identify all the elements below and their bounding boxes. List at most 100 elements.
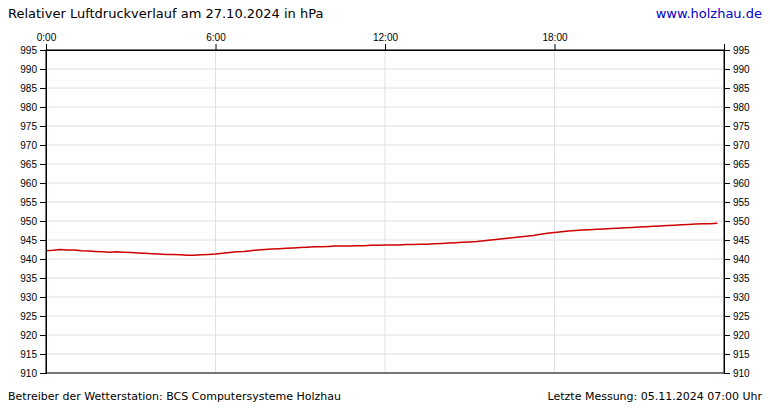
- tick-mark: [724, 145, 730, 146]
- tick-label: 950: [733, 216, 750, 227]
- tick: 955: [20, 197, 46, 208]
- tick-label: 950: [20, 216, 37, 227]
- tick: 955: [724, 197, 750, 208]
- tick: 925: [724, 311, 750, 322]
- tick-mark: [40, 50, 46, 51]
- tick-label: 940: [20, 254, 37, 265]
- footer-right: Letzte Messung: 05.11.2024 07:00 Uhr: [548, 390, 763, 403]
- y-axis: 9109159209259309359409459509559609659709…: [20, 45, 46, 379]
- tick-mark: [40, 107, 46, 108]
- tick-label: 990: [733, 64, 750, 75]
- tick-mark: [724, 316, 730, 317]
- tick-mark: [724, 278, 730, 279]
- tick-mark: [724, 354, 730, 355]
- tick: 915: [724, 349, 750, 360]
- tick-mark: [724, 164, 730, 165]
- tick-mark: [724, 126, 730, 127]
- tick: 930: [724, 292, 750, 303]
- tick-label: 970: [20, 140, 37, 151]
- tick-label: 970: [733, 140, 750, 151]
- tick-mark: [724, 50, 730, 51]
- grid-line-x: [554, 50, 555, 373]
- tick-mark: [40, 335, 46, 336]
- tick-mark: [724, 202, 730, 203]
- grid-line-y: [46, 259, 724, 260]
- tick-mark: [40, 69, 46, 70]
- tick-label: 920: [20, 330, 37, 341]
- tick-mark: [724, 69, 730, 70]
- tick: 935: [724, 273, 750, 284]
- tick-label: 910: [20, 368, 37, 379]
- tick: 920: [724, 330, 750, 341]
- url: www.holzhau.de: [656, 6, 762, 21]
- tick-label: 945: [733, 235, 750, 246]
- tick-label: 0:00: [37, 32, 57, 43]
- tick-label: 915: [20, 349, 37, 360]
- tick: 950: [724, 216, 750, 227]
- grid-line-x: [215, 50, 216, 373]
- grid-line-y: [46, 164, 724, 165]
- tick-mark: [40, 278, 46, 279]
- tick-label: 980: [733, 102, 750, 113]
- tick-label: 985: [20, 83, 37, 94]
- grid-line-y: [46, 335, 724, 336]
- grid-line-y: [46, 69, 724, 70]
- tick-mark: [40, 164, 46, 165]
- grid-line-y: [46, 126, 724, 127]
- tick-mark: [724, 240, 730, 241]
- tick-label: 6:00: [206, 32, 226, 43]
- tick-label: 990: [20, 64, 37, 75]
- tick-mark: [40, 316, 46, 317]
- tick: 910: [724, 368, 750, 379]
- tick: 965: [724, 159, 750, 170]
- grid-line-y: [46, 88, 724, 89]
- tick-label: 18:00: [542, 32, 567, 43]
- tick: 990: [20, 64, 46, 75]
- axis-line: [47, 44, 725, 51]
- tick: 940: [724, 254, 750, 265]
- tick-mark: [40, 183, 46, 184]
- x-axis: 0:00 6:00 12:00 18:00: [37, 32, 725, 51]
- tick: 990: [724, 64, 750, 75]
- tick-label: 935: [20, 273, 37, 284]
- tick-label: 920: [733, 330, 750, 341]
- y2-axis: 910 915 920 925 930 935 940 945 950 955 960 965 970 9…: [724, 45, 750, 379]
- tick: 960: [724, 178, 750, 189]
- tick-label: 940: [733, 254, 750, 265]
- tick-label: 930: [20, 292, 37, 303]
- grid-line-y: [46, 316, 724, 317]
- tick-mark: [724, 373, 730, 374]
- tick: 985: [724, 83, 750, 94]
- footer-left: Betreiber der Wetterstation: BCS Compute…: [8, 390, 341, 403]
- tick: 995: [20, 45, 46, 56]
- tick-mark: [724, 183, 730, 184]
- tick: 960: [20, 178, 46, 189]
- tick-label: 995: [20, 45, 37, 56]
- tick: 975: [724, 121, 750, 132]
- grid-line-y: [46, 221, 724, 222]
- tick: 945: [20, 235, 46, 246]
- tick-mark: [724, 297, 730, 298]
- chart: 0:006:0012:0018:009109159209259309359409…: [0, 0, 770, 409]
- tick-label: 955: [733, 197, 750, 208]
- tick: 975: [20, 121, 46, 132]
- tick-label: 960: [733, 178, 750, 189]
- tick-mark: [724, 107, 730, 108]
- tick: 0:00: [37, 32, 57, 50]
- tick-mark: [40, 297, 46, 298]
- tick-mark: [724, 88, 730, 89]
- plot-frame: [46, 50, 724, 373]
- tick-mark: [40, 240, 46, 241]
- tick: 980: [724, 102, 750, 113]
- grid: [46, 50, 724, 373]
- tick-label: 985: [733, 83, 750, 94]
- pressure-line: [46, 223, 717, 255]
- tick-mark: [724, 335, 730, 336]
- tick-label: 975: [733, 121, 750, 132]
- tick-mark: [40, 202, 46, 203]
- tick: 985: [20, 83, 46, 94]
- tick: 12:00: [373, 32, 398, 50]
- tick: 920: [20, 330, 46, 341]
- tick-label: 975: [20, 121, 37, 132]
- tick-mark: [40, 126, 46, 127]
